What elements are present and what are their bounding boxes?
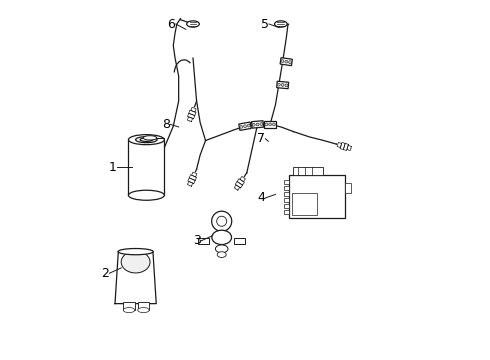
Circle shape — [269, 123, 271, 126]
Circle shape — [240, 125, 243, 128]
Circle shape — [285, 60, 288, 63]
Circle shape — [252, 123, 255, 126]
Polygon shape — [337, 143, 342, 148]
Polygon shape — [191, 107, 196, 112]
Circle shape — [277, 83, 280, 86]
Polygon shape — [265, 121, 276, 128]
Bar — [284, 186, 289, 190]
Bar — [138, 302, 149, 310]
Bar — [128, 140, 164, 195]
Polygon shape — [240, 176, 245, 182]
Ellipse shape — [138, 307, 149, 312]
Bar — [284, 210, 289, 214]
Polygon shape — [235, 181, 243, 188]
Polygon shape — [188, 113, 195, 119]
Polygon shape — [188, 181, 193, 186]
Ellipse shape — [128, 135, 164, 145]
Circle shape — [289, 61, 292, 64]
Ellipse shape — [187, 21, 199, 27]
Text: 4: 4 — [257, 192, 265, 204]
Bar — [284, 192, 289, 196]
Ellipse shape — [143, 136, 157, 140]
Circle shape — [244, 125, 246, 128]
Bar — [198, 238, 209, 244]
Polygon shape — [347, 145, 351, 150]
Text: 3: 3 — [193, 234, 200, 247]
Circle shape — [260, 123, 263, 126]
Circle shape — [272, 123, 275, 126]
Circle shape — [265, 123, 268, 126]
Ellipse shape — [118, 248, 153, 255]
Polygon shape — [277, 81, 289, 89]
Text: 5: 5 — [261, 18, 269, 31]
Polygon shape — [189, 175, 196, 180]
Polygon shape — [189, 110, 196, 116]
Bar — [284, 204, 289, 208]
Polygon shape — [115, 252, 156, 303]
Ellipse shape — [121, 251, 150, 273]
Bar — [284, 198, 289, 202]
Polygon shape — [192, 172, 197, 177]
Bar — [289, 175, 344, 218]
Ellipse shape — [274, 21, 287, 27]
Text: 1: 1 — [108, 161, 116, 174]
Polygon shape — [234, 185, 240, 190]
Ellipse shape — [123, 307, 135, 312]
Bar — [234, 238, 245, 244]
Ellipse shape — [212, 230, 232, 244]
Bar — [123, 302, 135, 310]
Polygon shape — [280, 58, 293, 66]
Circle shape — [281, 60, 284, 63]
Polygon shape — [237, 179, 245, 185]
Polygon shape — [239, 122, 251, 130]
Circle shape — [285, 84, 288, 87]
Polygon shape — [343, 143, 348, 150]
Circle shape — [212, 211, 232, 231]
Bar — [293, 167, 323, 175]
Bar — [284, 180, 289, 184]
Polygon shape — [188, 178, 195, 184]
Polygon shape — [340, 143, 345, 149]
Polygon shape — [251, 121, 264, 128]
Ellipse shape — [217, 252, 226, 257]
Text: 2: 2 — [101, 267, 109, 280]
Ellipse shape — [128, 190, 164, 200]
Circle shape — [217, 216, 227, 226]
Bar — [292, 193, 317, 215]
Circle shape — [281, 84, 284, 86]
Circle shape — [256, 123, 259, 126]
Bar — [344, 183, 351, 193]
Text: 7: 7 — [257, 132, 265, 145]
Circle shape — [247, 124, 250, 127]
Ellipse shape — [136, 137, 157, 143]
Ellipse shape — [140, 138, 153, 141]
Ellipse shape — [216, 245, 228, 253]
Polygon shape — [187, 117, 193, 122]
Text: 6: 6 — [168, 18, 175, 31]
Text: 8: 8 — [162, 118, 170, 131]
